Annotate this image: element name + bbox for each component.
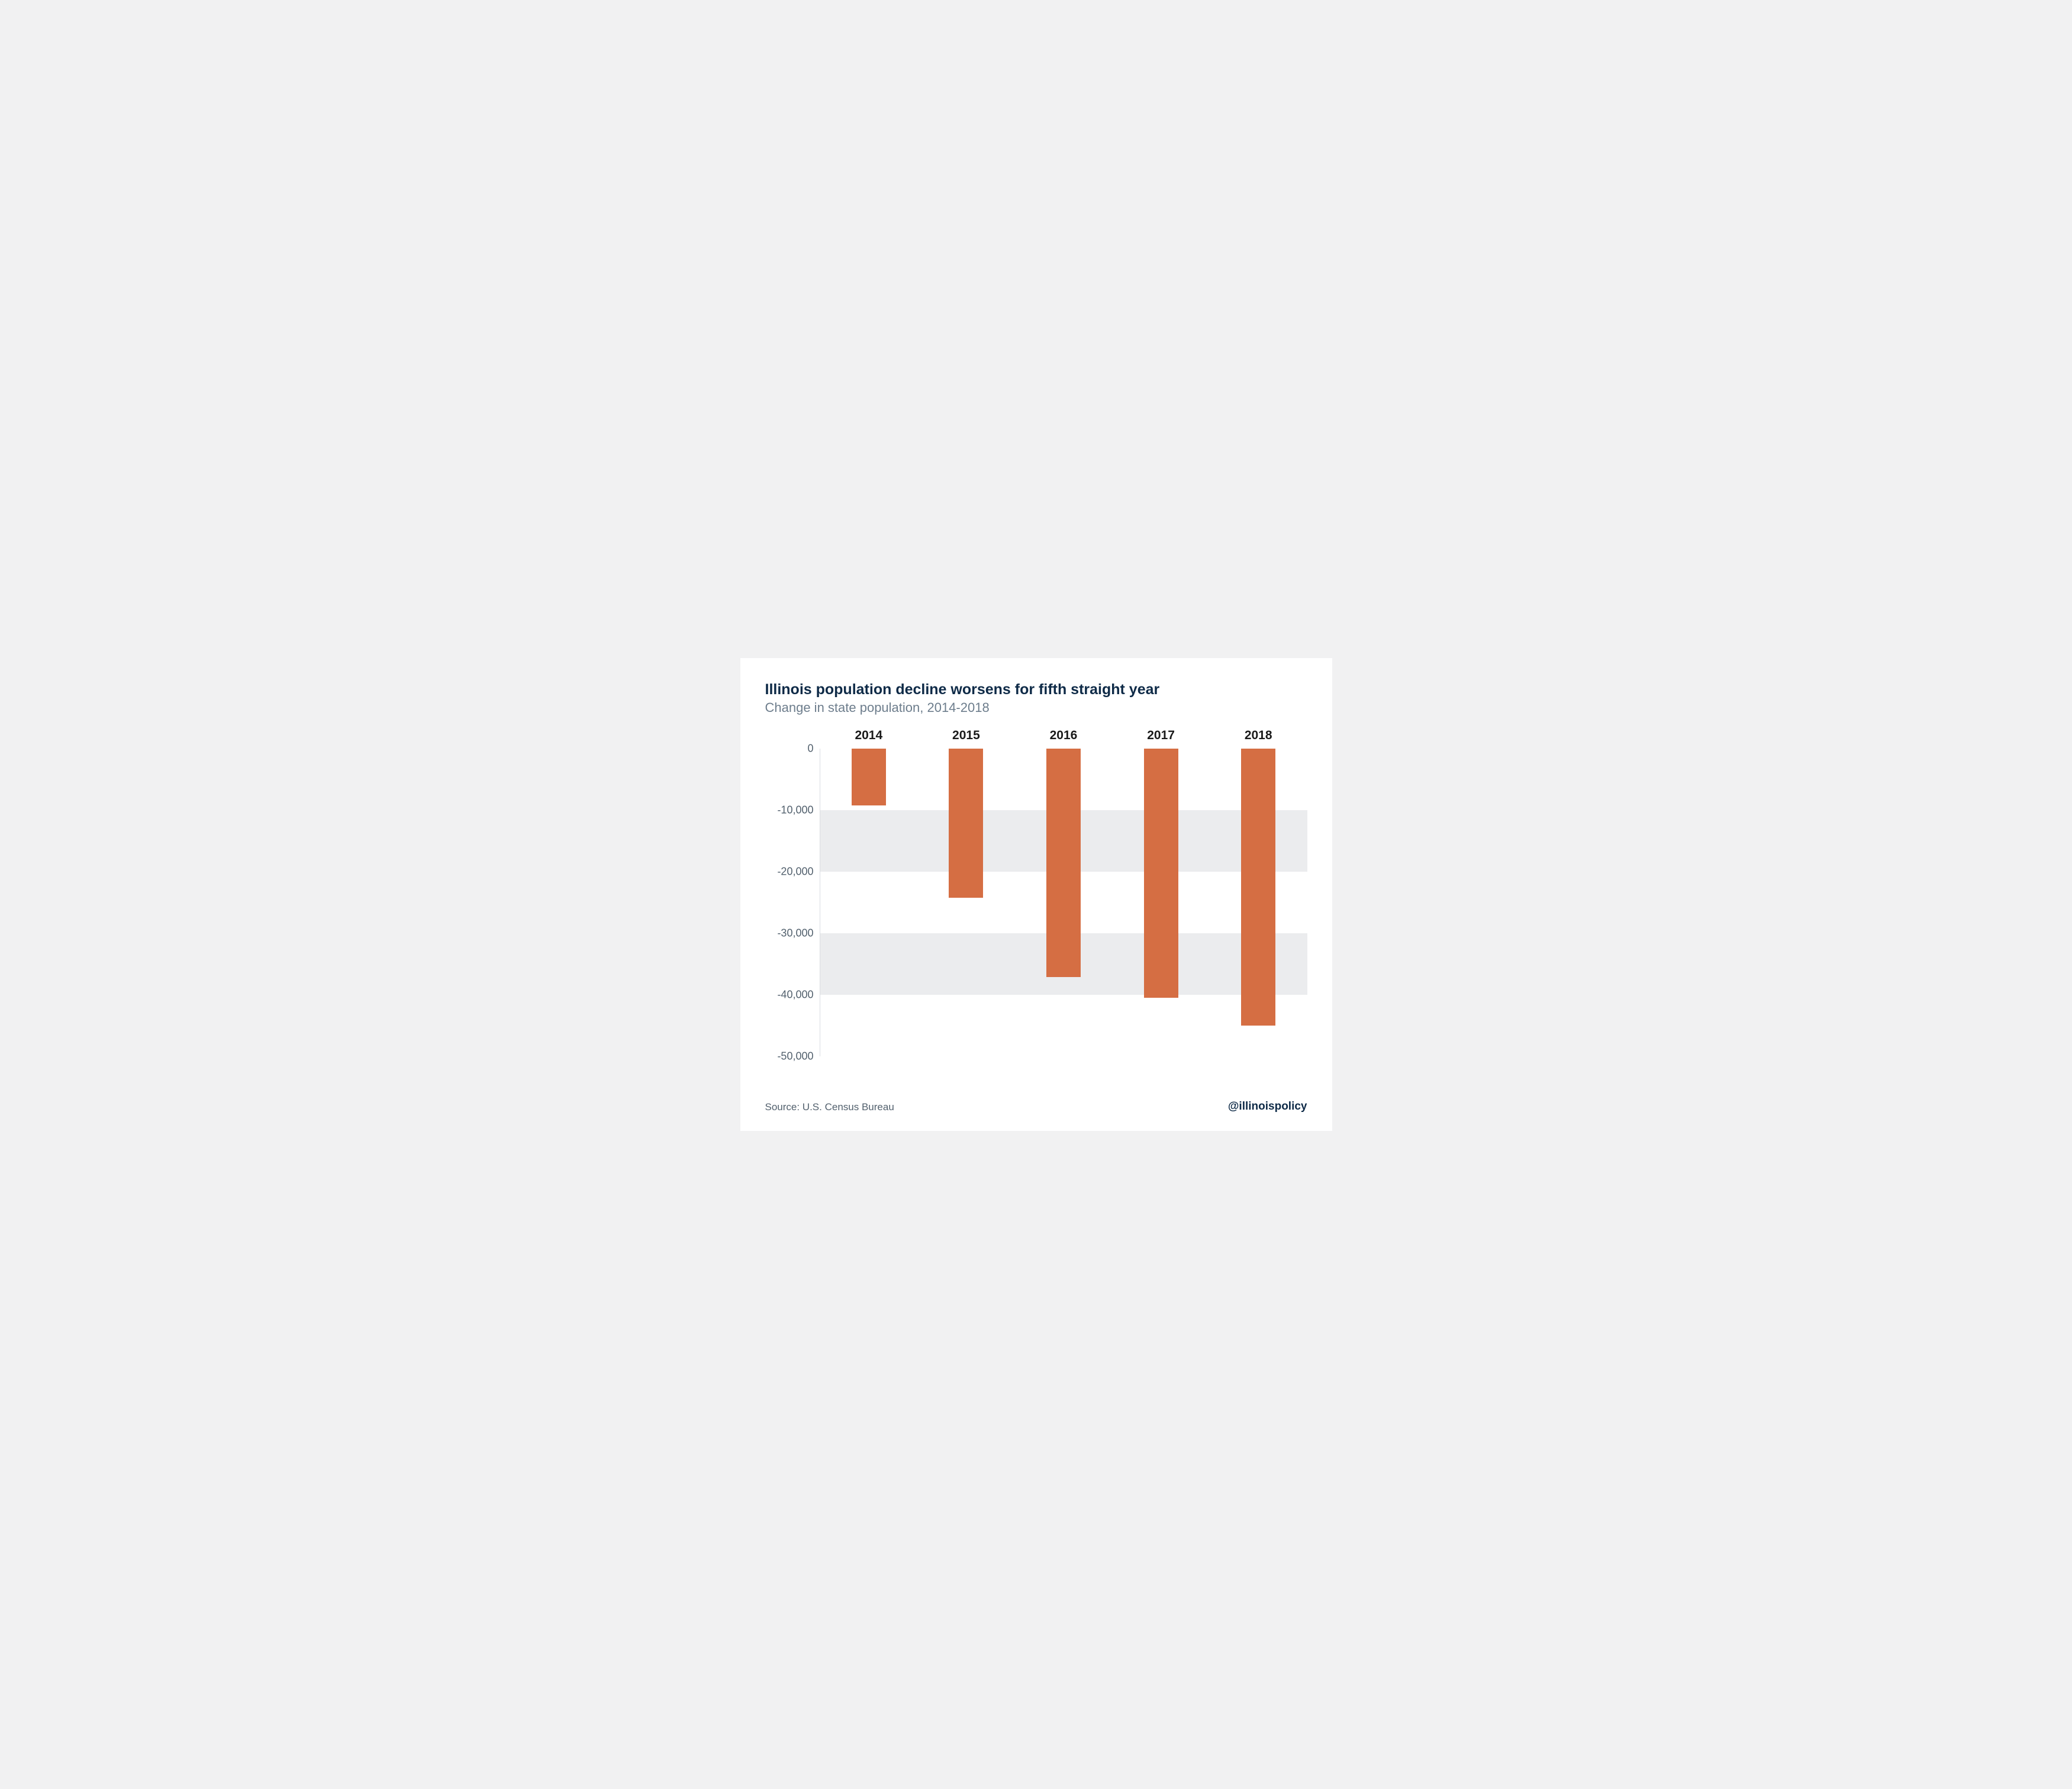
y-tick-label: -10,000 [777,804,813,817]
bar [949,749,983,898]
category-label: 2016 [1050,729,1078,743]
chart-subtitle: Change in state population, 2014-2018 [765,700,1307,715]
bar [1046,749,1081,977]
chart-title: Illinois population decline worsens for … [765,681,1307,699]
source-text: Source: U.S. Census Bureau [765,1101,894,1113]
chart: 0-10,000-20,000-30,000-40,000-50,000 201… [765,749,1307,1056]
bar [852,749,886,805]
y-tick-label: -30,000 [777,927,813,940]
y-axis: 0-10,000-20,000-30,000-40,000-50,000 [765,749,820,1056]
chart-card: Illinois population decline worsens for … [740,658,1332,1131]
category-label: 2017 [1147,729,1175,743]
y-tick-label: -50,000 [777,1050,813,1063]
bar-column: 2014 [820,749,918,805]
category-label: 2015 [952,729,980,743]
bar [1241,749,1275,1026]
attribution-handle: @illinoispolicy [1228,1100,1307,1113]
chart-footer: Source: U.S. Census Bureau @illinoispoli… [765,1100,1307,1113]
bar-column: 2017 [1112,749,1210,998]
category-label: 2014 [855,729,882,743]
y-tick-label: 0 [807,743,813,755]
plot-area: 20142015201620172018 [820,749,1307,1056]
y-tick-label: -40,000 [777,989,813,1001]
bar-column: 2015 [917,749,1015,898]
bar-column: 2018 [1210,749,1307,1026]
bars-container: 20142015201620172018 [820,749,1307,1056]
y-tick-label: -20,000 [777,866,813,878]
category-label: 2018 [1245,729,1272,743]
bar-column: 2016 [1015,749,1113,977]
chart-area: 0-10,000-20,000-30,000-40,000-50,000 201… [765,749,1307,1056]
bar [1144,749,1178,998]
